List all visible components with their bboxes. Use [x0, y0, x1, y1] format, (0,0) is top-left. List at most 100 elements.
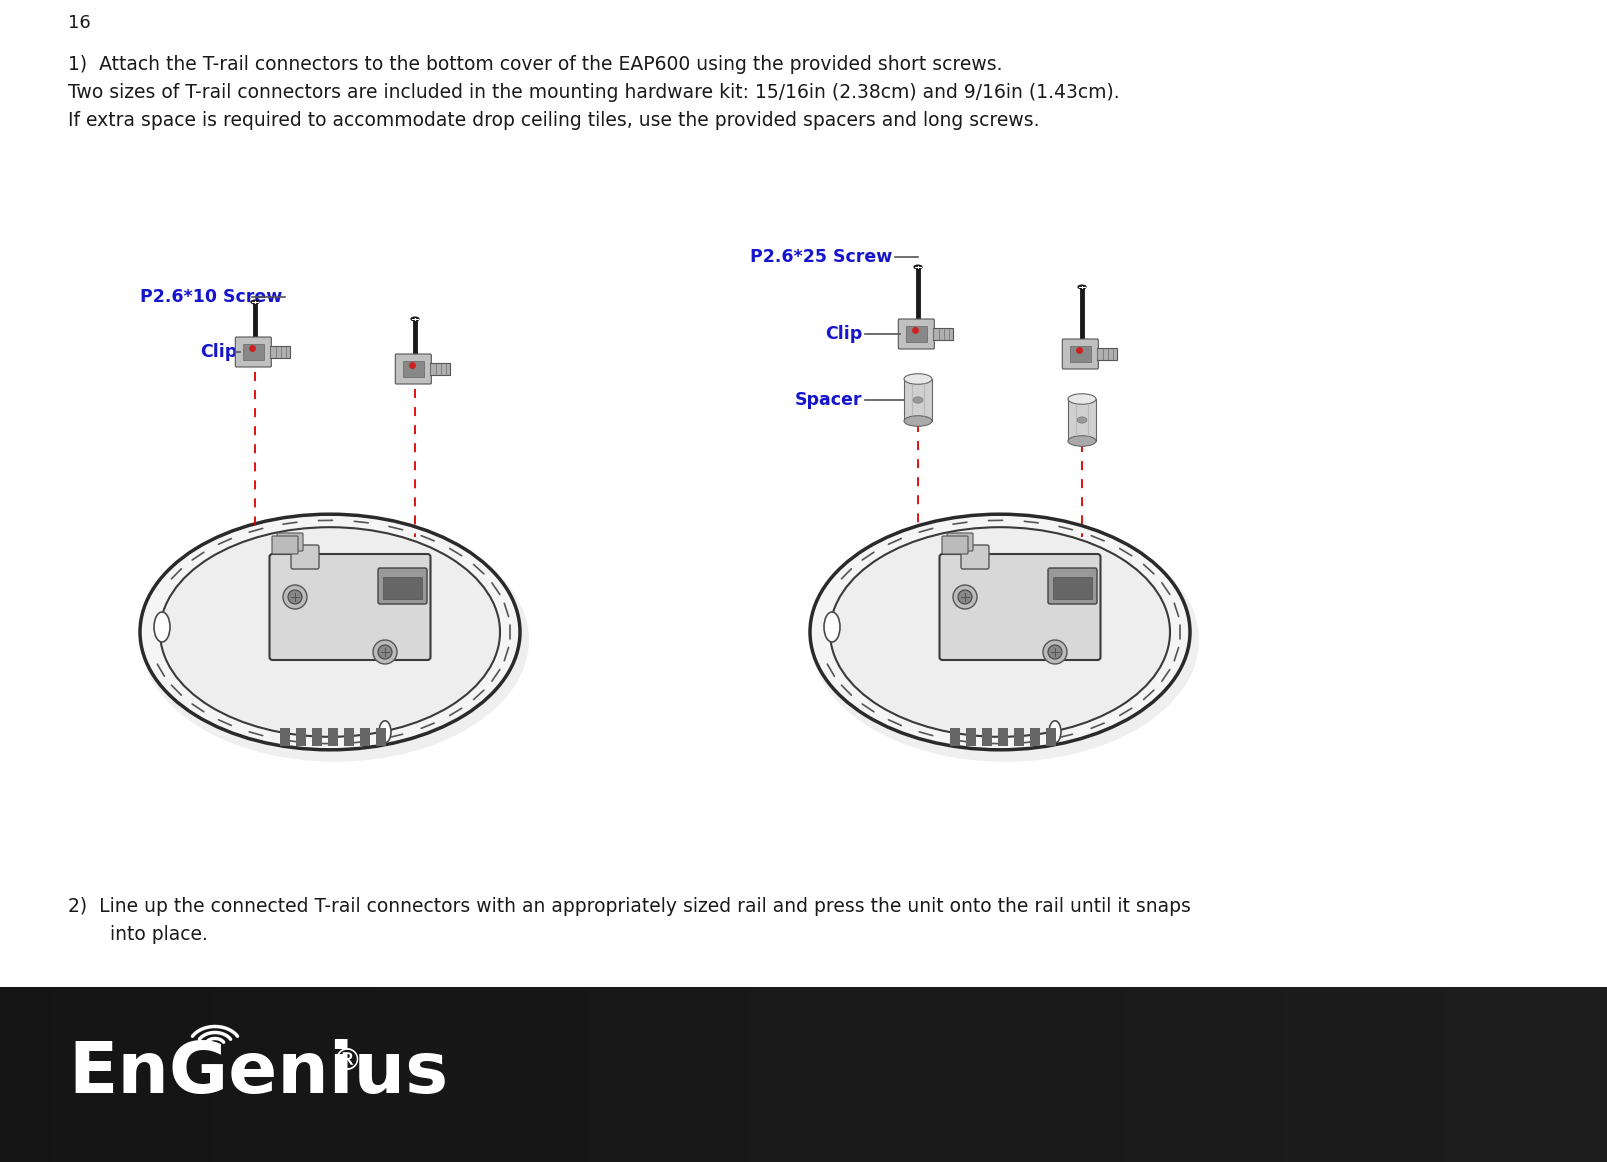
Bar	[1046, 727, 1056, 746]
Ellipse shape	[141, 518, 529, 762]
Bar	[1098, 347, 1117, 360]
Bar	[1258, 987, 1286, 1162]
Ellipse shape	[379, 720, 391, 743]
Bar	[966, 727, 975, 746]
Bar	[108, 987, 133, 1162]
Bar	[344, 727, 354, 746]
Text: EnGenius: EnGenius	[67, 1040, 448, 1109]
Ellipse shape	[161, 528, 500, 737]
Bar	[723, 987, 750, 1162]
Bar	[1178, 987, 1205, 1162]
Bar	[998, 727, 1008, 746]
Bar	[403, 360, 424, 378]
Circle shape	[1048, 645, 1062, 659]
Bar	[1053, 578, 1093, 598]
Text: P2.6*10 Screw: P2.6*10 Screw	[140, 288, 281, 306]
Bar	[27, 987, 53, 1162]
Circle shape	[953, 584, 977, 609]
Ellipse shape	[1069, 436, 1096, 446]
Bar	[328, 727, 337, 746]
Ellipse shape	[1069, 394, 1096, 404]
Bar	[1580, 987, 1607, 1162]
Bar	[1072, 987, 1098, 1162]
Ellipse shape	[824, 612, 840, 641]
Bar	[431, 363, 450, 375]
Bar	[1499, 987, 1527, 1162]
FancyBboxPatch shape	[1062, 339, 1098, 370]
Bar	[80, 987, 108, 1162]
Bar	[1152, 987, 1178, 1162]
Bar	[937, 987, 964, 1162]
Ellipse shape	[1077, 417, 1086, 423]
Bar	[294, 987, 321, 1162]
Bar	[884, 987, 911, 1162]
Bar	[670, 987, 696, 1162]
Bar	[482, 987, 509, 1162]
Bar	[804, 987, 831, 1162]
Text: 2)  Line up the connected T-rail connectors with an appropriately sized rail and: 2) Line up the connected T-rail connecto…	[67, 897, 1191, 916]
FancyBboxPatch shape	[898, 320, 934, 349]
Bar	[349, 987, 374, 1162]
FancyBboxPatch shape	[395, 354, 431, 383]
Bar	[0, 987, 1607, 1162]
Bar	[360, 727, 370, 746]
Bar	[696, 987, 723, 1162]
Bar	[535, 987, 562, 1162]
Bar	[376, 727, 386, 746]
Bar	[280, 727, 289, 746]
Text: into place.: into place.	[67, 925, 207, 944]
Ellipse shape	[140, 515, 521, 749]
Bar	[268, 987, 294, 1162]
Bar	[1030, 727, 1040, 746]
Bar	[429, 987, 455, 1162]
Text: Spacer: Spacer	[794, 390, 861, 409]
Bar	[916, 267, 921, 342]
Bar	[1233, 987, 1258, 1162]
FancyBboxPatch shape	[942, 536, 967, 554]
Ellipse shape	[914, 265, 922, 270]
Bar	[1313, 987, 1339, 1162]
FancyBboxPatch shape	[378, 568, 427, 604]
FancyBboxPatch shape	[291, 545, 320, 569]
Bar	[1069, 399, 1096, 442]
Text: P2.6*25 Screw: P2.6*25 Screw	[750, 248, 892, 266]
Bar	[905, 379, 932, 421]
Bar	[296, 727, 305, 746]
Bar	[214, 987, 241, 1162]
Bar	[964, 987, 992, 1162]
Ellipse shape	[905, 416, 932, 426]
FancyBboxPatch shape	[940, 554, 1101, 660]
Bar	[1017, 987, 1045, 1162]
Bar	[590, 987, 615, 1162]
Ellipse shape	[905, 374, 932, 385]
Bar	[413, 320, 418, 370]
Ellipse shape	[812, 518, 1199, 762]
Bar	[1205, 987, 1233, 1162]
FancyBboxPatch shape	[276, 533, 304, 551]
Bar	[188, 987, 214, 1162]
Bar	[1419, 987, 1446, 1162]
Text: 16: 16	[67, 14, 90, 33]
FancyBboxPatch shape	[235, 337, 272, 367]
Bar	[321, 987, 349, 1162]
Ellipse shape	[829, 528, 1170, 737]
Bar	[382, 578, 423, 598]
Bar	[1286, 987, 1313, 1162]
Circle shape	[958, 590, 972, 604]
Circle shape	[1043, 640, 1067, 664]
Text: If extra space is required to accommodate drop ceiling tiles, use the provided s: If extra space is required to accommodat…	[67, 112, 1040, 130]
Ellipse shape	[411, 317, 419, 321]
Bar	[992, 987, 1017, 1162]
Bar	[831, 987, 857, 1162]
Ellipse shape	[251, 300, 259, 304]
Text: 1)  Attach the T-rail connectors to the bottom cover of the EAP600 using the pro: 1) Attach the T-rail connectors to the b…	[67, 55, 1003, 74]
Ellipse shape	[913, 397, 922, 403]
Circle shape	[373, 640, 397, 664]
Ellipse shape	[154, 612, 170, 641]
Bar	[1098, 987, 1125, 1162]
FancyBboxPatch shape	[947, 533, 972, 551]
Bar	[1446, 987, 1474, 1162]
Ellipse shape	[1078, 285, 1086, 289]
Bar	[1527, 987, 1554, 1162]
Text: ®: ®	[333, 1047, 363, 1076]
